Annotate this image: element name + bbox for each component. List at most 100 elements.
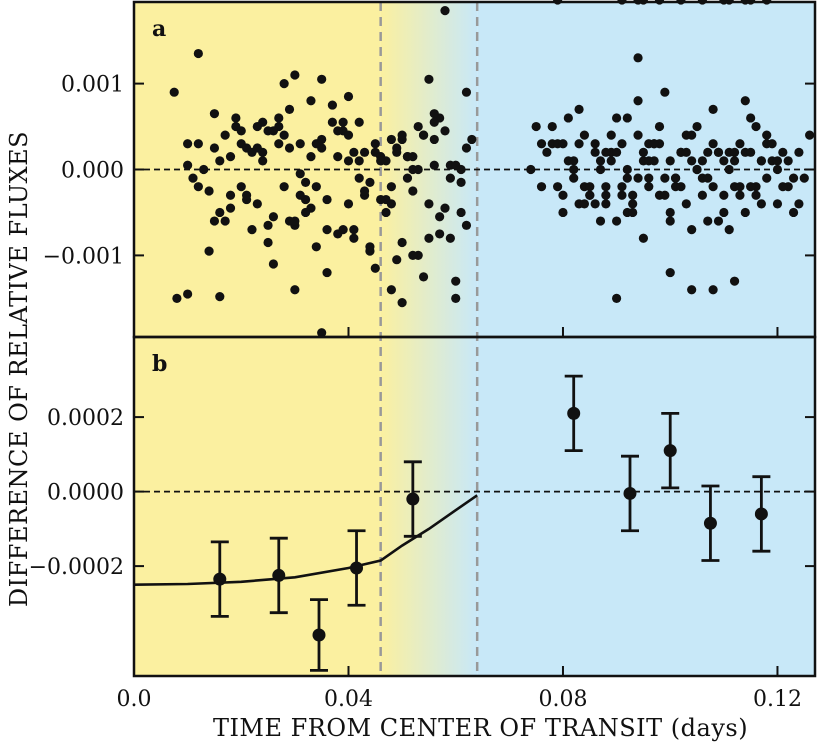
data-point-a xyxy=(729,156,740,166)
data-point-a xyxy=(413,164,423,175)
data-point-a xyxy=(349,147,359,157)
out-of-transit-region xyxy=(477,2,815,676)
data-point-a xyxy=(435,229,445,239)
data-point-a xyxy=(638,233,649,243)
data-point-a xyxy=(590,199,600,209)
data-point-a xyxy=(729,276,740,286)
data-point-a xyxy=(413,121,423,132)
data-point-a xyxy=(563,113,573,123)
data-point-a xyxy=(461,143,472,153)
data-point-a xyxy=(708,139,718,149)
data-point-a xyxy=(279,79,289,89)
data-point-a xyxy=(585,182,595,192)
data-point-a xyxy=(183,160,193,170)
data-point-a xyxy=(349,225,359,235)
data-point-a xyxy=(740,207,750,218)
binned-point-b xyxy=(752,475,771,553)
data-point-a xyxy=(365,242,375,252)
data-point-a xyxy=(558,207,568,218)
data-point-a xyxy=(418,272,429,282)
data-point-a xyxy=(220,216,230,226)
data-point-a xyxy=(778,147,788,157)
data-point-a xyxy=(279,130,289,140)
data-point-a xyxy=(225,152,236,162)
data-point-a xyxy=(595,164,606,175)
data-point-a xyxy=(354,156,364,166)
data-point-a xyxy=(456,207,466,218)
y-tick-label-b: 0.0002 xyxy=(47,406,124,431)
binned-point-b xyxy=(347,529,366,607)
y-tick-label-b: −0.0002 xyxy=(29,555,124,580)
data-point-a xyxy=(762,173,772,183)
binned-marker xyxy=(406,492,420,506)
data-point-a xyxy=(386,199,396,209)
data-point-a xyxy=(169,87,179,97)
x-tick-label: 0.08 xyxy=(538,687,587,712)
data-point-a xyxy=(215,292,225,302)
data-point-a xyxy=(697,156,707,166)
data-point-a xyxy=(681,147,691,157)
data-point-a xyxy=(703,173,713,183)
data-point-a xyxy=(268,259,279,269)
data-point-a xyxy=(365,177,375,187)
data-point-a xyxy=(440,203,450,213)
data-point-a xyxy=(295,139,305,149)
y-axis-title: DIFFERENCE OF RELATIVE FLUXES xyxy=(5,131,33,607)
data-point-a xyxy=(359,147,370,157)
data-point-a xyxy=(756,199,766,209)
data-point-a xyxy=(574,139,584,149)
data-point-a xyxy=(338,225,348,235)
data-point-a xyxy=(536,139,547,149)
data-point-a xyxy=(611,293,622,303)
data-point-a xyxy=(268,212,279,222)
data-point-a xyxy=(424,199,434,209)
data-point-a xyxy=(268,126,279,136)
data-point-a xyxy=(805,130,815,140)
data-point-a xyxy=(183,289,193,299)
data-point-a xyxy=(542,147,552,157)
data-point-a xyxy=(209,216,220,226)
data-point-a xyxy=(617,139,627,149)
data-point-a xyxy=(327,117,338,127)
data-point-a xyxy=(252,121,262,132)
data-point-a xyxy=(638,147,649,157)
data-point-a xyxy=(644,182,654,192)
data-point-a xyxy=(461,87,472,97)
data-point-a xyxy=(381,207,391,218)
data-point-a xyxy=(306,152,316,162)
data-point-a xyxy=(424,74,434,84)
data-point-a xyxy=(772,199,783,209)
data-point-a xyxy=(343,199,354,209)
data-point-a xyxy=(295,169,305,179)
data-point-a xyxy=(751,121,761,132)
data-point-a xyxy=(435,212,445,222)
data-point-a xyxy=(322,267,332,278)
data-point-a xyxy=(225,190,236,200)
data-point-a xyxy=(172,293,182,303)
data-point-a xyxy=(719,156,729,166)
data-point-a xyxy=(258,156,268,166)
data-point-a xyxy=(547,121,557,132)
data-point-a xyxy=(300,207,311,218)
binned-point-b xyxy=(564,374,583,453)
data-point-a xyxy=(665,216,675,226)
data-point-a xyxy=(633,96,643,106)
data-point-a xyxy=(290,285,300,295)
data-point-a xyxy=(451,276,461,286)
x-axis-title: TIME FROM CENTER OF TRANSIT (days) xyxy=(213,714,748,742)
data-point-a xyxy=(263,220,273,230)
data-point-a xyxy=(290,70,300,80)
data-point-a xyxy=(322,225,332,235)
data-point-a xyxy=(708,182,718,192)
binned-marker xyxy=(623,486,637,500)
data-point-a xyxy=(687,285,697,295)
data-point-a xyxy=(788,207,799,218)
data-point-a xyxy=(284,143,295,153)
data-point-a xyxy=(408,250,418,260)
data-point-a xyxy=(633,130,643,140)
x-tick-label: 0.04 xyxy=(324,687,373,712)
data-point-a xyxy=(242,190,252,200)
data-point-a xyxy=(633,173,643,183)
data-point-a xyxy=(209,109,220,119)
data-point-a xyxy=(397,130,407,140)
